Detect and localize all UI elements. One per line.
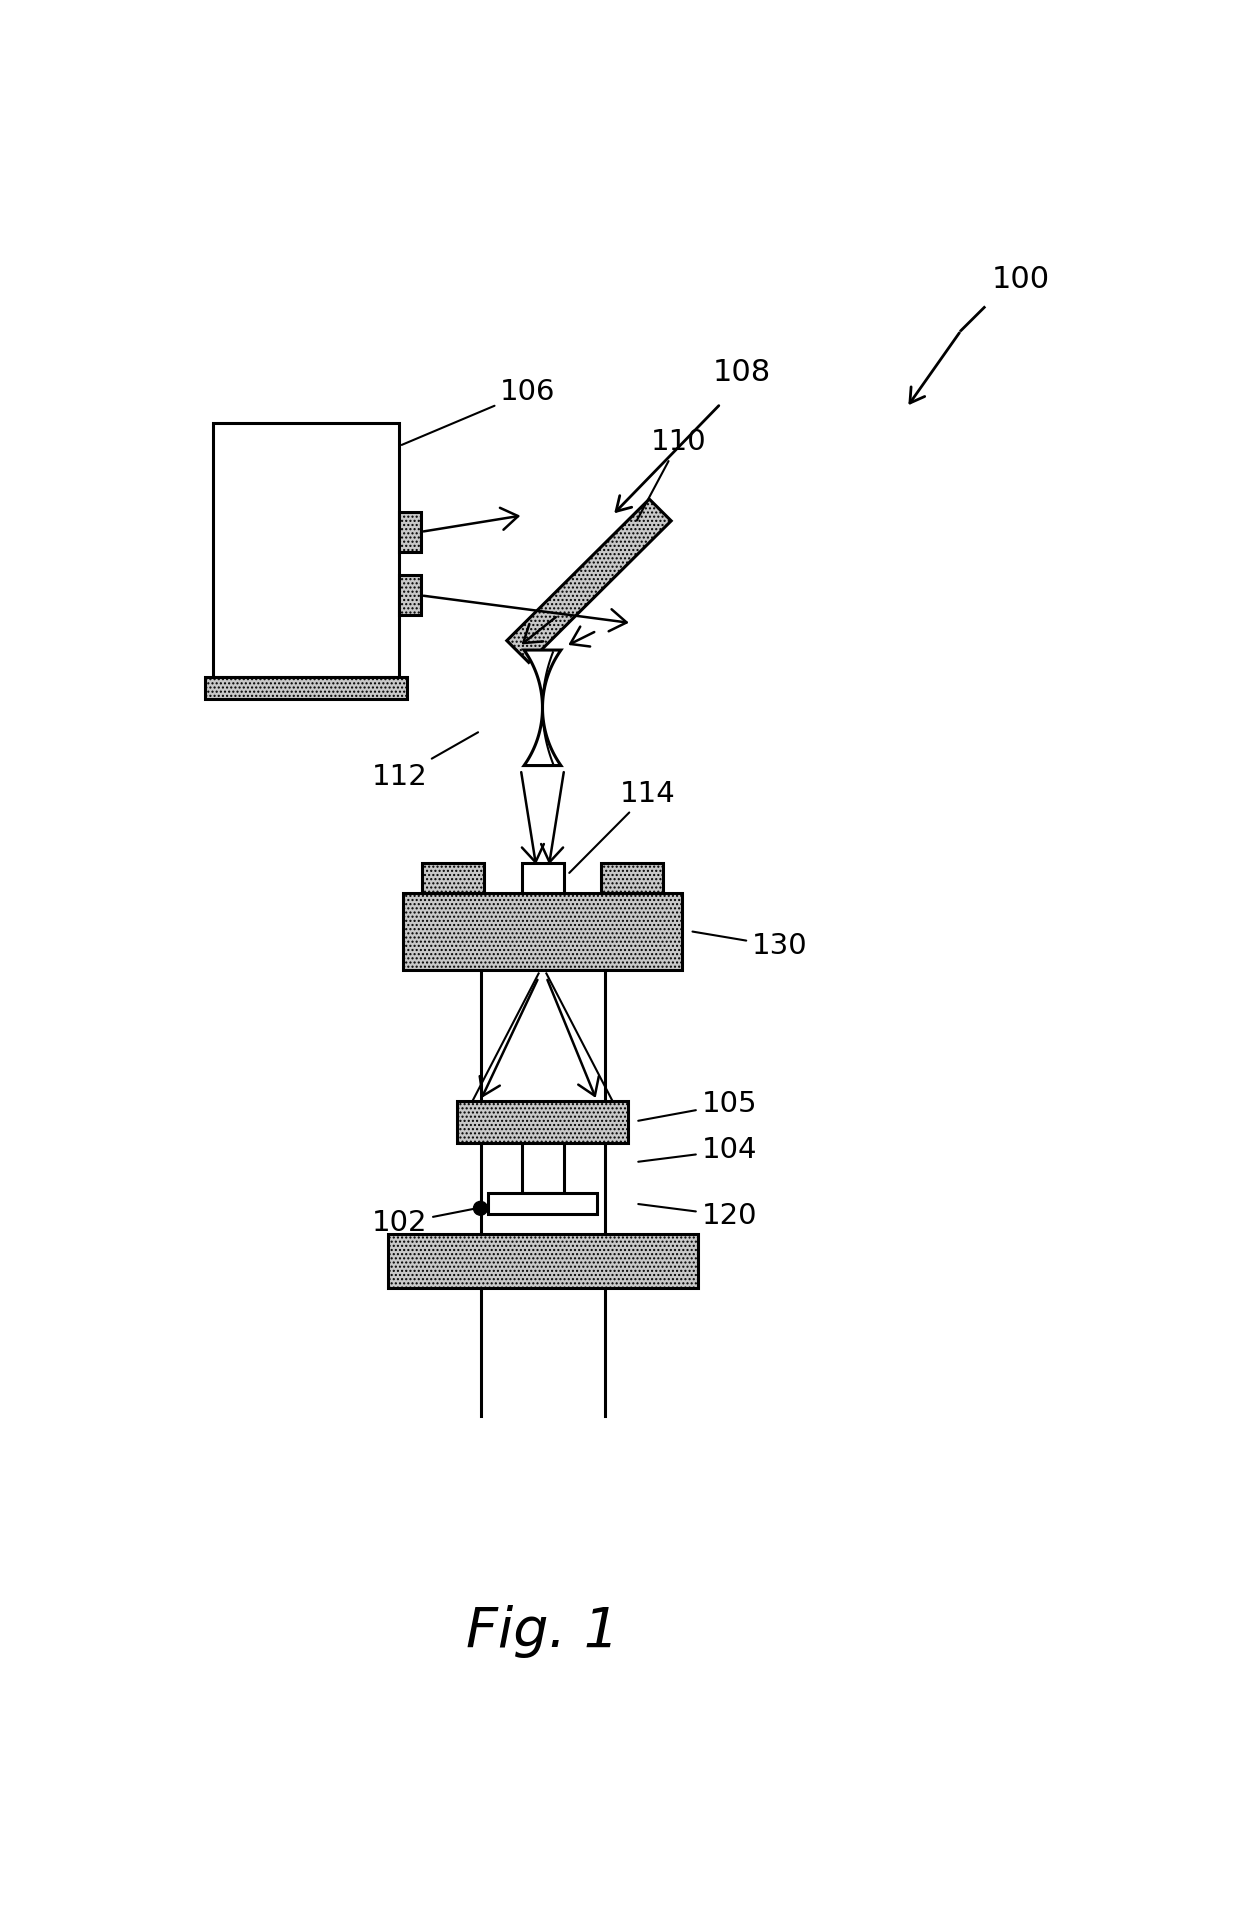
Text: 106: 106 xyxy=(402,378,556,445)
Bar xyxy=(522,1142,564,1192)
Bar xyxy=(403,893,682,970)
Bar xyxy=(600,864,662,893)
Text: 108: 108 xyxy=(713,357,771,386)
Text: 114: 114 xyxy=(569,780,676,874)
Polygon shape xyxy=(507,499,671,662)
Bar xyxy=(206,678,407,699)
Bar xyxy=(399,576,420,616)
Text: 112: 112 xyxy=(372,732,479,791)
Circle shape xyxy=(474,1202,487,1215)
Bar xyxy=(522,864,564,893)
Text: 130: 130 xyxy=(692,931,807,960)
Text: 102: 102 xyxy=(372,1210,474,1236)
Bar xyxy=(489,1192,596,1215)
Text: 110: 110 xyxy=(637,428,707,520)
Text: 100: 100 xyxy=(992,265,1050,294)
Bar xyxy=(423,864,485,893)
Polygon shape xyxy=(525,651,560,766)
Bar xyxy=(213,422,399,678)
Text: 105: 105 xyxy=(639,1091,756,1121)
Text: 120: 120 xyxy=(639,1202,756,1229)
Bar xyxy=(387,1235,697,1288)
Text: Fig. 1: Fig. 1 xyxy=(466,1605,619,1659)
Bar xyxy=(458,1100,627,1142)
Text: 104: 104 xyxy=(639,1137,756,1164)
Bar xyxy=(399,513,420,551)
